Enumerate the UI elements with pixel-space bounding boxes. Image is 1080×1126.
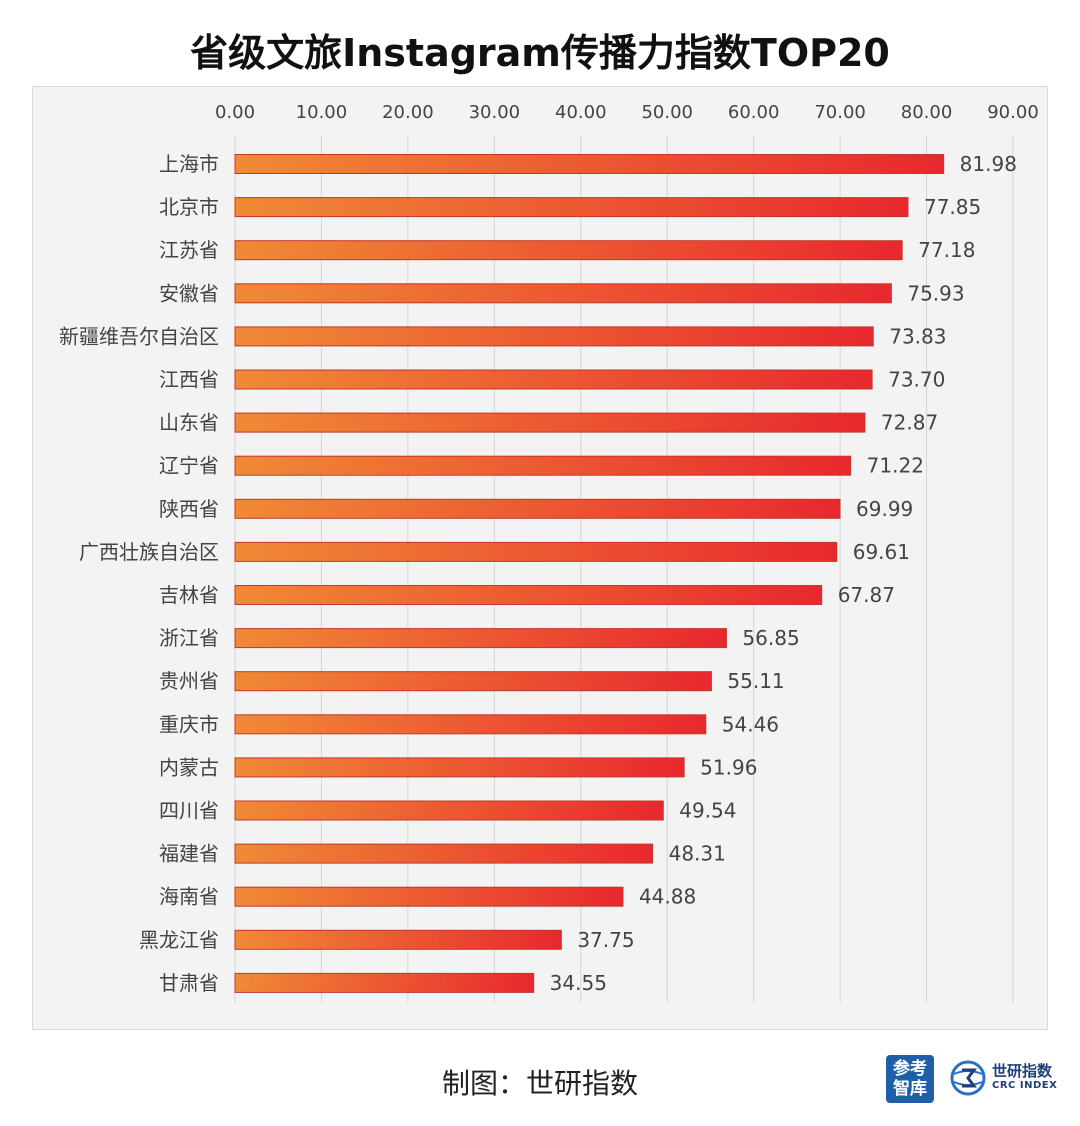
bar — [234, 929, 562, 950]
grid-lines — [234, 135, 1014, 1003]
category-label: 四川省 — [159, 799, 219, 823]
value-label: 69.61 — [853, 540, 910, 564]
bar — [234, 628, 727, 649]
category-label: 广西壮族自治区 — [79, 540, 219, 564]
x-tick-label: 90.00 — [987, 102, 1039, 123]
value-label: 81.98 — [960, 152, 1017, 176]
x-tick-label: 80.00 — [901, 102, 953, 123]
category-label: 北京市 — [159, 195, 219, 219]
bar — [234, 800, 664, 821]
value-label: 55.11 — [727, 669, 784, 693]
category-label: 贵州省 — [159, 669, 219, 693]
bar — [234, 972, 535, 993]
value-label: 49.54 — [679, 799, 736, 823]
value-label: 51.96 — [700, 755, 757, 779]
category-label: 重庆市 — [159, 712, 219, 736]
x-tick-label: 30.00 — [469, 102, 521, 123]
crc-index-logo: 世研指数 CRC INDEX — [950, 1058, 1060, 1098]
globe-icon — [950, 1060, 986, 1096]
x-tick-label: 20.00 — [382, 102, 434, 123]
bar — [234, 671, 712, 692]
x-axis-ticks: 0.00 10.00 20.00 30.00 40.00 50.00 60.00 70.00 8… — [215, 102, 1039, 123]
value-label: 48.31 — [669, 842, 726, 866]
category-labels: 上海市北京市江苏省安徽省新疆维吾尔自治区江西省山东省辽宁省陕西省广西壮族自治区吉… — [59, 152, 219, 995]
bar — [234, 240, 903, 261]
x-tick-label: 60.00 — [728, 102, 780, 123]
value-label: 67.87 — [838, 583, 895, 607]
value-label: 73.70 — [888, 368, 945, 392]
value-label: 77.18 — [918, 238, 975, 262]
category-label: 陕西省 — [159, 497, 219, 521]
value-label: 37.75 — [577, 928, 634, 952]
x-tick-label: 0.00 — [215, 102, 255, 123]
bar — [234, 757, 685, 778]
bar — [234, 714, 707, 735]
x-tick-label: 70.00 — [814, 102, 866, 123]
category-label: 海南省 — [159, 885, 219, 909]
cankao-logo: 参考智库 — [886, 1055, 934, 1103]
bar — [234, 369, 873, 390]
x-tick-label: 40.00 — [555, 102, 607, 123]
bars — [234, 154, 945, 993]
value-label: 71.22 — [867, 454, 924, 478]
bar — [234, 197, 909, 218]
value-label: 44.88 — [639, 885, 696, 909]
category-label: 江西省 — [159, 368, 219, 392]
value-label: 56.85 — [742, 626, 799, 650]
crc-logo-en: CRC INDEX — [992, 1080, 1058, 1091]
x-tick-label: 50.00 — [641, 102, 693, 123]
bar-chart: 0.00 10.00 20.00 30.00 40.00 50.00 60.00 70.00 8… — [59, 102, 1039, 1003]
chart-panel: 0.00 10.00 20.00 30.00 40.00 50.00 60.00 70.00 8… — [32, 86, 1048, 1030]
category-label: 福建省 — [159, 842, 219, 866]
category-label: 内蒙古 — [159, 755, 219, 779]
category-label: 甘肃省 — [159, 971, 219, 995]
value-label: 72.87 — [881, 411, 938, 435]
x-tick-label: 10.00 — [296, 102, 348, 123]
value-label: 54.46 — [722, 712, 779, 736]
bar — [234, 886, 624, 907]
value-labels: 81.98 77.85 77.18 75.93 73.83 73.70 72.87 71.22… — [550, 152, 1017, 995]
bar — [234, 283, 892, 304]
value-label: 73.83 — [889, 324, 946, 348]
category-label: 辽宁省 — [159, 454, 219, 478]
footer-credit: 制图：世研指数 — [441, 1067, 638, 1100]
bar — [234, 154, 945, 174]
category-label: 山东省 — [159, 411, 219, 435]
bar — [234, 498, 841, 519]
bar — [234, 843, 654, 864]
category-label: 上海市 — [159, 152, 219, 176]
page-title: 省级文旅Instagram传播力指数TOP20 — [190, 31, 890, 75]
value-label: 34.55 — [550, 971, 607, 995]
category-label: 安徽省 — [159, 281, 219, 305]
bar — [234, 585, 823, 605]
crc-logo-cn: 世研指数 — [992, 1062, 1053, 1080]
category-label: 新疆维吾尔自治区 — [59, 324, 219, 348]
value-label: 77.85 — [924, 195, 981, 219]
category-label: 江苏省 — [159, 238, 219, 262]
value-label: 75.93 — [907, 281, 964, 305]
category-label: 浙江省 — [159, 626, 219, 650]
bar — [234, 541, 838, 562]
bar — [234, 412, 866, 433]
bar — [234, 326, 874, 347]
category-label: 黑龙江省 — [139, 928, 219, 952]
bar — [234, 455, 852, 476]
category-label: 吉林省 — [159, 583, 219, 607]
value-label: 69.99 — [856, 497, 913, 521]
